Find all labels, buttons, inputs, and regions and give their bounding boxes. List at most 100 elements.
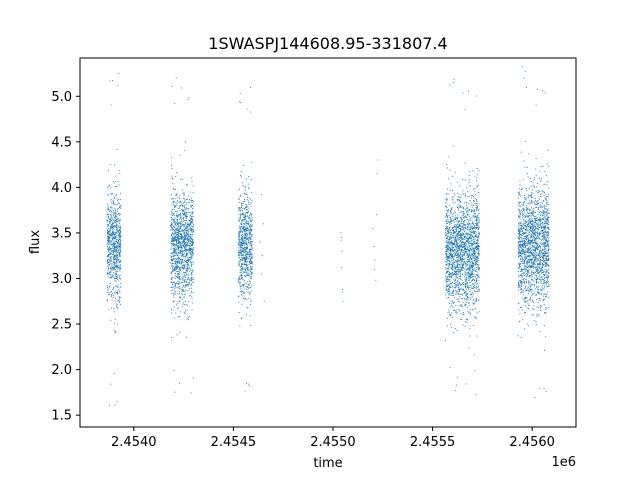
data-point	[114, 240, 116, 242]
data-point	[465, 291, 467, 293]
data-point	[519, 201, 521, 203]
data-point	[245, 267, 247, 269]
data-point	[172, 197, 174, 199]
data-point	[185, 217, 187, 219]
data-point	[469, 273, 472, 275]
data-point	[174, 206, 176, 208]
data-point	[449, 224, 451, 226]
data-point	[238, 209, 240, 211]
data-point	[110, 252, 112, 254]
data-point	[107, 260, 109, 262]
data-point	[467, 306, 469, 308]
data-point	[471, 271, 473, 273]
data-point	[517, 251, 519, 253]
data-point	[177, 302, 179, 304]
data-point	[183, 193, 185, 195]
data-point	[180, 178, 182, 180]
data-point	[184, 290, 186, 292]
data-point	[115, 212, 117, 214]
data-point	[445, 253, 447, 256]
data-point	[170, 212, 173, 214]
data-point	[459, 236, 462, 238]
data-point	[185, 242, 187, 244]
data-point	[452, 219, 454, 221]
data-point	[185, 256, 187, 258]
data-point	[469, 327, 471, 329]
data-point	[170, 228, 172, 230]
data-point	[543, 229, 545, 231]
data-point	[186, 226, 188, 228]
data-point	[467, 246, 469, 249]
data-point	[178, 275, 180, 277]
data-point	[251, 226, 253, 228]
data-point	[463, 244, 465, 246]
data-point	[473, 354, 475, 356]
data-point	[452, 196, 454, 198]
data-point	[466, 274, 468, 276]
data-point	[172, 187, 174, 189]
data-point	[108, 169, 110, 171]
data-point	[111, 222, 113, 224]
data-point	[465, 205, 467, 207]
data-point	[464, 268, 466, 270]
data-point	[474, 370, 476, 372]
data-point	[114, 245, 116, 247]
data-point	[115, 266, 117, 268]
data-point	[116, 257, 119, 259]
data-point	[180, 236, 182, 238]
data-point	[461, 232, 463, 234]
data-point	[186, 242, 188, 244]
data-point	[247, 283, 250, 286]
data-point	[184, 294, 186, 296]
data-point	[238, 207, 241, 209]
data-point	[184, 216, 186, 218]
data-point	[473, 215, 475, 217]
data-point	[460, 251, 462, 253]
data-point	[451, 292, 453, 294]
data-point	[117, 239, 120, 241]
data-point	[459, 254, 461, 256]
data-point	[466, 276, 468, 278]
data-point	[475, 224, 477, 226]
data-point	[116, 216, 118, 218]
data-point	[474, 250, 476, 252]
data-point	[241, 293, 243, 296]
data-point	[245, 187, 247, 189]
data-point	[110, 263, 112, 265]
data-point	[187, 195, 189, 197]
data-point	[472, 279, 474, 281]
data-point	[181, 293, 183, 295]
data-point	[112, 275, 114, 277]
data-point	[114, 197, 116, 199]
data-point	[458, 231, 460, 234]
data-point	[189, 212, 191, 214]
data-point	[245, 203, 247, 205]
data-point	[182, 229, 184, 231]
data-point	[464, 279, 466, 281]
data-point	[111, 299, 113, 301]
data-point	[175, 267, 177, 270]
data-point	[457, 256, 459, 258]
data-point	[463, 217, 465, 219]
data-point	[108, 224, 110, 226]
data-point	[240, 222, 242, 224]
data-point	[173, 240, 175, 242]
data-point	[537, 192, 539, 194]
data-point	[251, 217, 253, 219]
data-point	[460, 200, 462, 203]
data-point	[176, 273, 178, 275]
data-point	[455, 304, 457, 307]
data-point	[238, 213, 240, 216]
data-point	[536, 316, 538, 318]
data-point	[119, 274, 121, 276]
data-point	[191, 309, 193, 311]
data-point	[181, 223, 184, 225]
data-point	[454, 201, 456, 204]
data-point	[171, 85, 173, 87]
data-point	[110, 214, 112, 216]
data-point	[469, 223, 471, 225]
data-point	[107, 248, 109, 250]
data-point	[475, 226, 477, 228]
data-point	[469, 276, 471, 278]
data-point	[108, 273, 110, 275]
